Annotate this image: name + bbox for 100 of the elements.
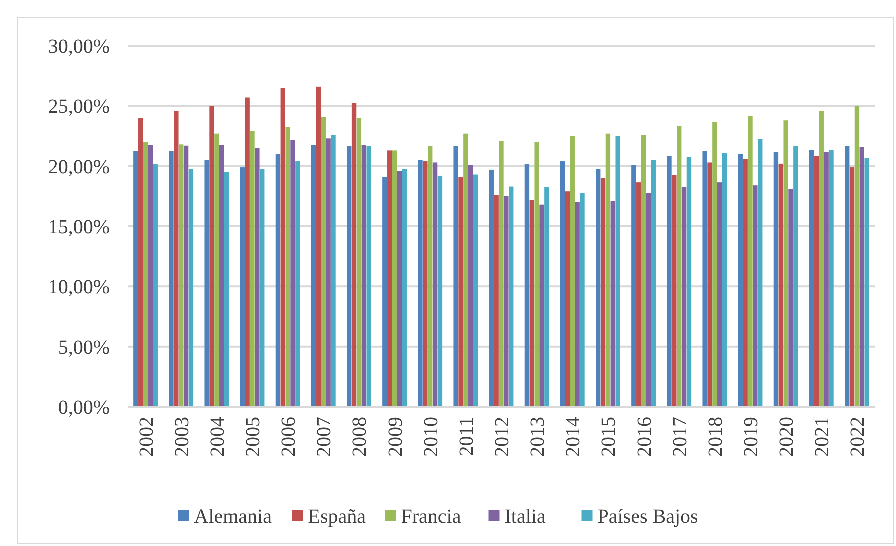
- bar: [850, 168, 855, 407]
- bar: [296, 162, 300, 407]
- bar: [210, 106, 214, 407]
- bar: [784, 120, 788, 407]
- bar: [524, 164, 530, 407]
- x-tick-label: 2003: [171, 417, 194, 457]
- bar: [580, 193, 585, 407]
- bar: [748, 116, 753, 407]
- y-tick-label: 5,00%: [58, 336, 110, 359]
- bar: [646, 193, 652, 407]
- bar: [214, 134, 220, 407]
- bar: [794, 146, 798, 407]
- bar: [464, 134, 468, 407]
- bar: [240, 168, 245, 407]
- bar: [224, 172, 230, 407]
- x-tick-label: 2020: [776, 417, 798, 457]
- bar: [432, 162, 438, 407]
- bar: [392, 150, 398, 407]
- x-tick-label: 2017: [669, 417, 692, 457]
- bar: [321, 116, 326, 407]
- bar: [423, 162, 428, 407]
- x-tick-label: 2012: [492, 417, 514, 457]
- bar: [854, 106, 860, 407]
- legend-label: Países Bajos: [598, 506, 699, 528]
- bar: [362, 145, 366, 407]
- bar: [153, 164, 158, 407]
- bar: [468, 165, 474, 407]
- bar: [824, 152, 829, 407]
- bar: [260, 169, 265, 407]
- bar: [860, 147, 864, 407]
- bar: [682, 187, 687, 407]
- bar: [428, 146, 433, 407]
- bar: [138, 118, 144, 407]
- x-tick-label: 2015: [598, 417, 620, 457]
- x-tick-label: 2021: [812, 417, 834, 457]
- bar: [454, 146, 458, 407]
- bar: [702, 151, 708, 407]
- bar: [316, 86, 322, 407]
- x-tick-label: 2013: [527, 417, 550, 457]
- x-tick-label: 2018: [704, 417, 727, 457]
- x-tick-label: 2008: [349, 417, 372, 457]
- bar: [352, 103, 357, 407]
- bar: [331, 135, 336, 407]
- bar: [382, 177, 388, 407]
- bar: [418, 160, 423, 407]
- bar: [188, 169, 194, 407]
- bar: [534, 142, 540, 407]
- bar: [504, 196, 509, 407]
- bar: [509, 186, 514, 407]
- bar: [829, 150, 834, 407]
- bar: [596, 169, 601, 407]
- bar: [570, 136, 575, 407]
- bar: [143, 142, 148, 407]
- bar: [356, 118, 362, 407]
- bar: [641, 135, 646, 407]
- x-tick-label: 2010: [420, 417, 442, 457]
- legend-label: Francia: [401, 506, 462, 528]
- bar: [788, 189, 794, 407]
- x-tick-label: 2022: [847, 417, 870, 457]
- bar: [134, 151, 138, 407]
- bar: [250, 131, 255, 407]
- x-tick-label: 2014: [562, 417, 585, 457]
- bar: [148, 145, 154, 407]
- legend-label: Alemania: [194, 506, 272, 528]
- bar: [845, 146, 850, 407]
- bar: [864, 158, 870, 407]
- y-tick-label: 30,00%: [48, 36, 110, 58]
- bar: [774, 152, 779, 407]
- bar: [738, 154, 743, 407]
- bar: [499, 141, 504, 407]
- bar: [712, 122, 718, 407]
- bar: [686, 157, 692, 407]
- x-tick-label: 2011: [456, 417, 478, 456]
- bar: [778, 164, 784, 407]
- bar: [290, 140, 296, 407]
- bar: [560, 162, 566, 407]
- legend-label: Italia: [504, 506, 546, 528]
- bar: [255, 148, 260, 407]
- y-tick-label: 0,00%: [58, 397, 110, 419]
- bar: [758, 139, 763, 407]
- bar: [540, 204, 544, 407]
- legend-label: España: [308, 506, 366, 528]
- bar: [616, 136, 620, 407]
- bar: [397, 171, 402, 407]
- x-tick-label: 2007: [314, 417, 336, 457]
- bar: [286, 127, 290, 407]
- bar: [722, 153, 728, 407]
- bar: [606, 134, 611, 407]
- bar: [311, 145, 316, 407]
- bar: [575, 202, 580, 407]
- bar: [565, 192, 570, 407]
- bar: [636, 182, 642, 407]
- bar: [326, 138, 331, 407]
- bar: [347, 146, 352, 407]
- bar: [280, 88, 286, 407]
- bar: [402, 169, 407, 407]
- bar: [366, 146, 372, 407]
- x-tick-label: 2019: [740, 417, 762, 457]
- bar: [169, 151, 174, 407]
- bar: [753, 186, 758, 407]
